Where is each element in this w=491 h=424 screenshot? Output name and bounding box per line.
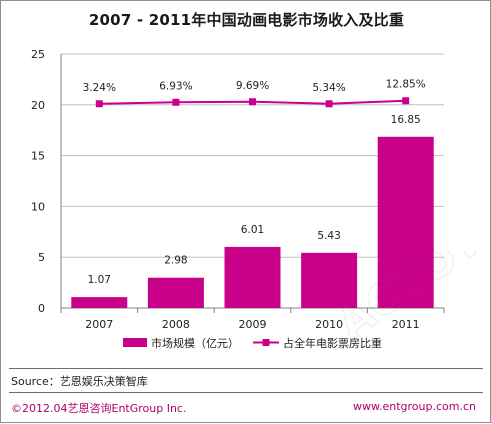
share-point [172, 98, 180, 106]
chart-title: 2007 - 2011年中国动画电影市场收入及比重 [88, 11, 405, 29]
bar [71, 297, 128, 308]
x-tick-label: 2011 [392, 318, 420, 331]
bar [147, 277, 204, 308]
bar-value-label: 5.43 [317, 230, 340, 242]
y-tick-label: 20 [31, 99, 45, 112]
share-value-label: 3.24% [83, 82, 116, 94]
x-tick-label: 2007 [85, 318, 113, 331]
label-layer: 1.07 2.98 6.01 5.43 16.85 3.24% 6.93% 9.69% 5.34… [83, 79, 426, 286]
share-point [325, 100, 333, 108]
y-tick-label: 25 [31, 48, 45, 61]
y-tick-label: 0 [38, 302, 45, 315]
bar-value-label: 16.85 [391, 114, 421, 126]
x-tick-label: 2008 [162, 318, 190, 331]
y-tick-label: 5 [38, 251, 45, 264]
legend: 市场规模（亿元） 占全年电影票房比重 [123, 336, 382, 350]
bar-value-label: 6.01 [241, 224, 264, 236]
bar-value-label: 1.07 [88, 274, 111, 286]
bar [224, 246, 281, 308]
legend-line-marker [262, 339, 270, 346]
share-point [95, 100, 103, 108]
share-value-label: 5.34% [312, 82, 345, 94]
share-point [249, 98, 256, 106]
source-rule-top [9, 368, 483, 369]
bar [301, 252, 358, 308]
legend-line-label: 占全年电影票房比重 [283, 336, 382, 350]
source-text: Source：艺恩娱乐决策智库 [11, 375, 148, 388]
y-tick-label: 10 [31, 200, 45, 213]
share-value-label: 6.93% [159, 80, 192, 92]
bar-value-label: 2.98 [164, 255, 187, 267]
footer-copyright: ©2012.04艺恩咨询EntGroup Inc. [11, 402, 187, 415]
footer-website[interactable]: www.entgroup.com.cn [353, 400, 476, 413]
legend-bar-label: 市场规模（亿元） [151, 336, 239, 350]
svg-text:ACTOYS: ACTOYS [341, 251, 491, 350]
axis-layer: 0 5 10 15 20 25 2007 2008 2009 2010 2011 [31, 48, 445, 331]
bar-layer [71, 136, 434, 308]
x-tick-label: 2010 [315, 318, 343, 331]
share-value-label: 9.69% [236, 80, 269, 92]
y-tick-label: 15 [31, 150, 45, 163]
source-rule-bottom [9, 392, 483, 393]
x-tick-label: 2009 [239, 318, 267, 331]
share-value-label: 12.85% [386, 79, 426, 91]
share-point [402, 97, 410, 105]
bar [377, 136, 434, 308]
legend-bar-swatch [123, 338, 147, 347]
line-layer [95, 97, 410, 108]
watermark-logo: ACTOYS [327, 195, 491, 371]
